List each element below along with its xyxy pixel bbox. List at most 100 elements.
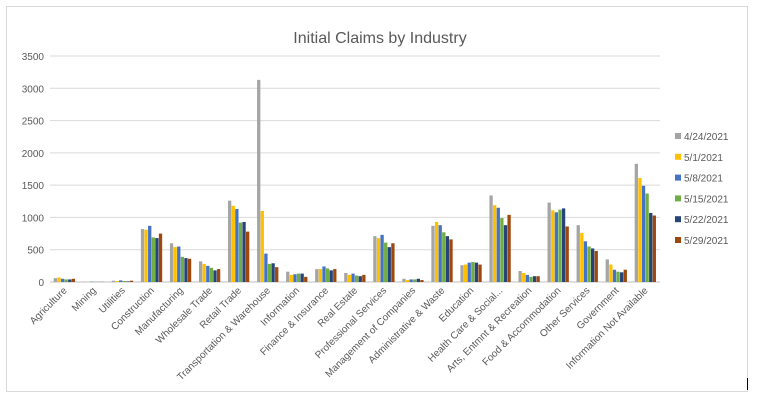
bar: [231, 205, 235, 282]
x-tick-label: Agriculture: [28, 285, 70, 327]
bar: [126, 281, 130, 282]
bar: [202, 263, 206, 282]
bars: [53, 79, 656, 283]
bar: [649, 212, 653, 282]
bar: [260, 210, 264, 282]
bar: [322, 266, 326, 282]
bar: [405, 280, 410, 282]
bar: [580, 232, 584, 282]
legend-swatch: [675, 133, 681, 139]
bar: [532, 276, 537, 282]
bar: [522, 272, 526, 282]
legend-label: 5/15/2021: [684, 194, 729, 205]
bar: [264, 253, 268, 282]
bar: [518, 271, 522, 282]
bar: [169, 243, 174, 282]
bar: [558, 209, 562, 282]
bar: [198, 261, 203, 282]
bar: [158, 233, 163, 282]
bar: [362, 274, 366, 282]
y-tick-label: 1000: [22, 213, 45, 224]
x-tick-label: Mining: [70, 285, 99, 314]
bar: [438, 225, 442, 282]
bar: [449, 239, 453, 282]
legend: 4/24/2021 5/1/2021 5/8/2021 5/15/2021 5/22/2…: [675, 132, 729, 247]
bar: [71, 278, 76, 282]
bar: [641, 185, 646, 282]
bar: [554, 212, 559, 282]
y-tick-label: 3000: [22, 84, 45, 95]
bar: [122, 281, 126, 282]
bar: [376, 238, 381, 282]
bar: [380, 234, 384, 282]
bar: [478, 264, 482, 282]
bar: [489, 195, 493, 282]
bar: [463, 264, 468, 282]
bar: [148, 225, 152, 282]
bar: [344, 272, 348, 282]
y-tick-label: 1500: [22, 181, 45, 192]
bar: [434, 221, 439, 282]
legend-swatch: [675, 237, 681, 243]
bar: [286, 271, 290, 282]
legend-label: 5/8/2021: [684, 174, 723, 185]
bar: [315, 269, 319, 282]
bar: [413, 279, 417, 282]
bar: [391, 243, 395, 282]
y-tick-label: 500: [27, 246, 44, 257]
bar: [206, 265, 210, 282]
legend-swatch: [675, 153, 681, 160]
bar: [645, 193, 649, 282]
bar: [68, 279, 72, 282]
bar: [431, 225, 435, 282]
bar: [351, 273, 355, 282]
chart-title: Initial Claims by Industry: [293, 30, 466, 47]
y-tick-label: 3500: [22, 52, 45, 63]
bar: [53, 278, 58, 282]
bar: [246, 231, 250, 282]
legend-label: 5/1/2021: [684, 153, 723, 164]
bar: [347, 274, 352, 282]
bar: [111, 280, 116, 282]
bar: [638, 178, 642, 282]
bar: [612, 269, 617, 282]
bar: [293, 274, 297, 282]
bar: [213, 270, 217, 282]
y-tick-label: 2500: [22, 117, 45, 128]
bar: [594, 251, 598, 282]
bar: [333, 269, 337, 282]
chart-frame: [6, 6, 748, 392]
bar: [402, 278, 406, 282]
bar: [144, 229, 148, 282]
bar: [420, 280, 424, 282]
bar: [493, 205, 497, 282]
y-tick-label: 2000: [22, 149, 45, 160]
bar: [329, 270, 333, 282]
bar: [583, 241, 588, 282]
bar: [115, 281, 119, 282]
bar: [605, 259, 609, 282]
y-tick-label: 0: [38, 278, 44, 289]
bar: [525, 274, 529, 282]
legend-label: 4/24/2021: [684, 132, 729, 143]
bar: [151, 237, 155, 282]
bar: [235, 209, 239, 282]
bar: [507, 214, 511, 282]
bar: [620, 272, 624, 282]
bar: [474, 262, 479, 282]
bar: [500, 218, 504, 282]
bar: [57, 277, 61, 282]
legend-swatch: [675, 216, 681, 223]
bar: [155, 238, 159, 282]
bar: [445, 236, 450, 282]
bar: [318, 269, 323, 282]
bar: [358, 276, 362, 282]
bar: [129, 280, 134, 282]
bar: [384, 242, 388, 282]
bar: [238, 222, 243, 282]
bar: [442, 232, 446, 282]
bar: [561, 208, 566, 282]
text-cursor: [747, 378, 748, 390]
bar: [325, 268, 330, 282]
